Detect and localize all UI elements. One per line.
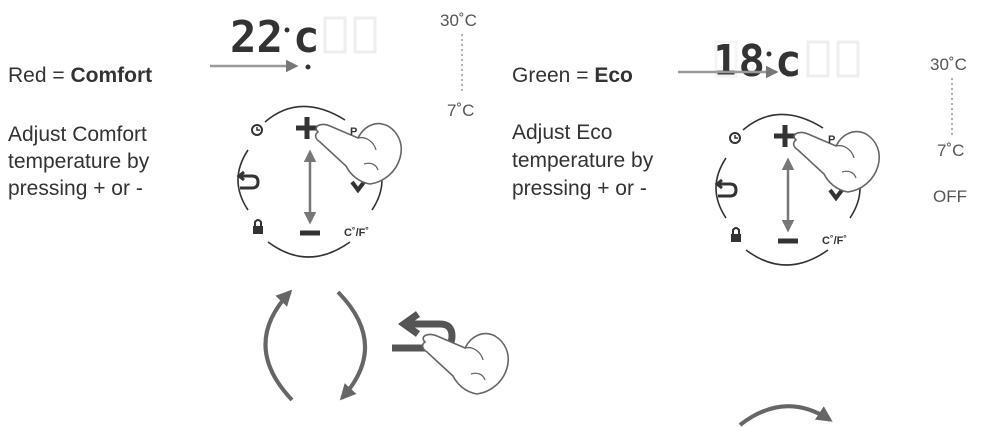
keypad (238, 106, 401, 257)
label-prefix: Green = (512, 64, 594, 87)
instruction: temperature by (8, 150, 150, 173)
display-unit: c (775, 36, 802, 87)
display-unit: c (293, 12, 320, 63)
instruction: pressing + or - (512, 177, 647, 200)
label-bold: Comfort (70, 64, 152, 87)
label-prefix: Red = (8, 64, 70, 87)
range-off: OFF (933, 187, 967, 206)
key-program: P (350, 126, 357, 138)
instruction: temperature by (512, 149, 654, 172)
label-bold: Eco (594, 64, 633, 87)
ghost-digits (323, 16, 377, 54)
key-unit: C˚/F˚ (344, 227, 369, 239)
key-program: P (828, 134, 835, 146)
degree-dot (766, 51, 772, 57)
range-min: 7˚C (937, 141, 964, 160)
mode-label: Green = Eco (512, 64, 633, 87)
dot (785, 71, 791, 77)
range-max: 30˚C (930, 55, 967, 74)
mode-label: Red = Comfort (8, 64, 152, 87)
ghost-digits (806, 40, 860, 78)
ghost-digits (714, 40, 738, 78)
keypad (716, 114, 879, 265)
display-digits: 18 (712, 36, 765, 87)
instruction: pressing + or - (8, 177, 143, 200)
dot (305, 64, 311, 70)
range-max: 30˚C (440, 11, 477, 30)
key-unit: C˚/F˚ (822, 235, 847, 247)
instruction: Adjust Comfort (8, 123, 147, 146)
range-min: 7˚C (447, 101, 474, 120)
instruction: Adjust Eco (512, 121, 612, 144)
degree-dot (284, 27, 290, 33)
display-digits: 22 (230, 12, 283, 63)
cycle-arrows (263, 289, 833, 427)
